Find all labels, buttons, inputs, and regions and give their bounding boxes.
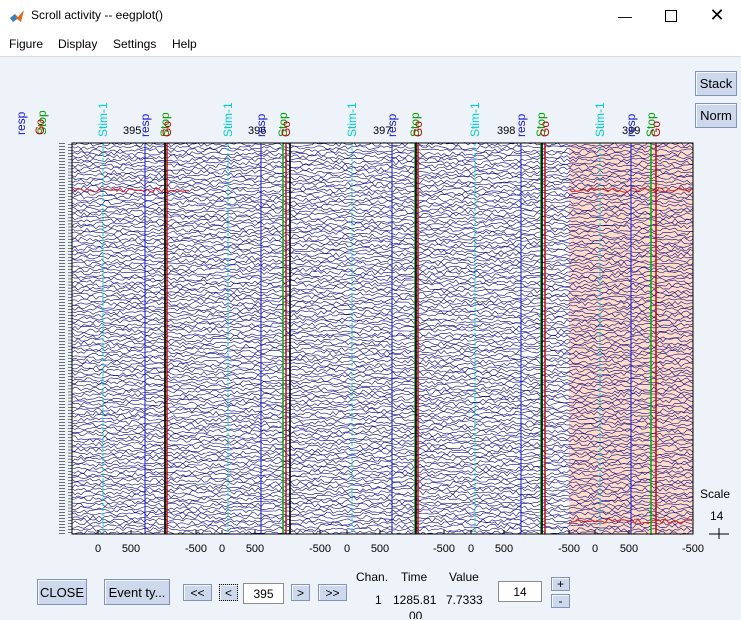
menu-bar: Figure Display Settings Help ↘: [0, 31, 741, 79]
menu-settings[interactable]: Settings: [113, 37, 157, 51]
menu-figure[interactable]: Figure: [9, 37, 44, 51]
window-title: Scroll activity -- eegplot(): [31, 8, 164, 22]
stack-button[interactable]: Stack: [695, 71, 737, 96]
minimize-icon: —: [618, 7, 632, 24]
readout-overflow-text: 00: [409, 610, 423, 619]
figure-area: [0, 56, 741, 620]
menu-help[interactable]: Help: [172, 37, 197, 51]
minimize-button[interactable]: —: [602, 0, 648, 31]
matlab-logo-icon: [10, 10, 24, 22]
norm-button[interactable]: Norm: [695, 103, 737, 128]
scale-label: Scale: [700, 487, 731, 501]
data-value: 7.7333: [446, 593, 483, 607]
scale-value: 14: [710, 509, 724, 523]
close-window-button[interactable]: ✕: [694, 0, 740, 31]
maximize-button[interactable]: [648, 0, 694, 31]
time-value: 1285.81: [393, 593, 437, 607]
chan-value: 1: [375, 593, 382, 607]
spacing-field[interactable]: 14: [498, 581, 542, 602]
window-start-field[interactable]: 395: [243, 583, 284, 604]
close-button[interactable]: CLOSE: [37, 579, 87, 605]
spacing-plus-button[interactable]: +: [551, 577, 570, 591]
close-icon: ✕: [709, 5, 725, 25]
title-bar: Scroll activity -- eegplot() — ✕: [0, 0, 741, 31]
scale-bar-icon: [709, 528, 729, 539]
prev-fast-button[interactable]: <<: [183, 584, 212, 601]
prev-button[interactable]: <: [219, 584, 238, 601]
spacing-minus-button[interactable]: -: [551, 594, 570, 608]
value-header: Value: [449, 570, 479, 584]
maximize-icon: [665, 9, 677, 22]
chan-header: Chan.: [356, 570, 389, 584]
time-header: Time: [401, 570, 428, 584]
next-button[interactable]: >: [291, 584, 310, 601]
event-types-button[interactable]: Event ty...: [104, 579, 170, 605]
next-fast-button[interactable]: >>: [318, 584, 347, 601]
menu-display[interactable]: Display: [58, 37, 98, 51]
